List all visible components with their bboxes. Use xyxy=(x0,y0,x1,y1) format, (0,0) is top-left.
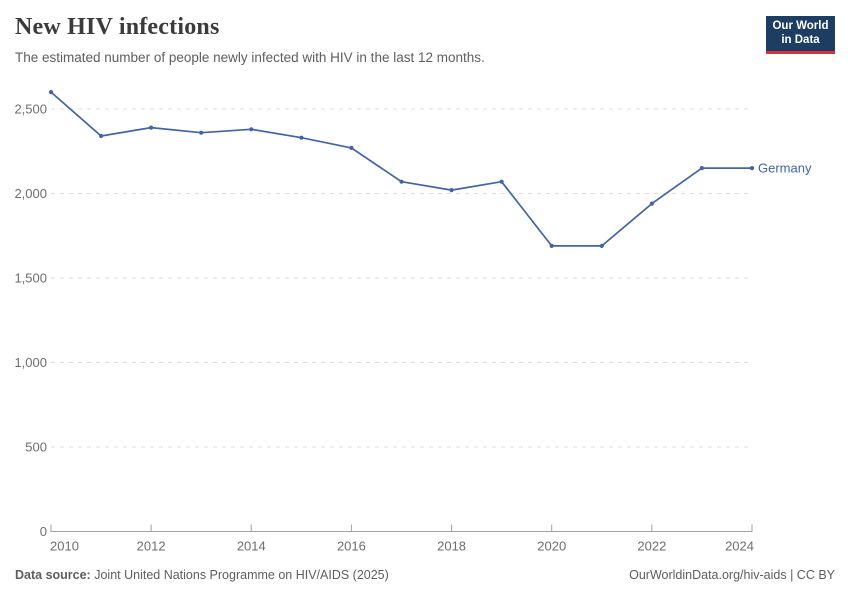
data-point-germany-2015[interactable] xyxy=(299,135,304,140)
series-line-germany[interactable] xyxy=(50,91,753,247)
x-tick-label-2014: 2014 xyxy=(237,539,266,554)
y-tick-label-1500: 1,500 xyxy=(14,271,47,286)
y-tick-label-1000: 1,000 xyxy=(14,355,47,370)
data-point-germany-2020[interactable] xyxy=(549,243,554,248)
data-source-label: Data source: xyxy=(15,568,91,582)
data-point-germany-2018[interactable] xyxy=(449,188,454,193)
data-source-text: Joint United Nations Programme on HIV/AI… xyxy=(94,568,389,582)
owid-logo-line1: Our World xyxy=(772,20,829,32)
data-point-germany-2024[interactable] xyxy=(749,166,755,171)
data-source: Data source: Joint United Nations Progra… xyxy=(15,568,389,582)
data-point-germany-2019[interactable] xyxy=(499,179,504,184)
x-tick-label-2020: 2020 xyxy=(537,539,566,554)
x-axis-line xyxy=(50,524,753,532)
x-tick-label-2016: 2016 xyxy=(337,539,366,554)
y-tick-label-500: 500 xyxy=(25,440,47,455)
data-point-germany-2014[interactable] xyxy=(249,127,254,132)
x-tick-label-2018: 2018 xyxy=(437,539,466,554)
chart-title: New HIV infections xyxy=(15,14,220,40)
data-point-germany-2010[interactable] xyxy=(48,90,54,95)
y-tick-label-0: 0 xyxy=(40,524,47,539)
data-point-germany-2013[interactable] xyxy=(199,130,204,135)
x-tick-label-2010: 2010 xyxy=(50,539,79,554)
x-tick-label-2022: 2022 xyxy=(637,539,666,554)
series-label-germany[interactable]: Germany xyxy=(758,161,812,176)
y-tick-label-2500: 2,500 xyxy=(14,102,47,117)
data-point-germany-2011[interactable] xyxy=(99,133,104,139)
attribution: OurWorldinData.org/hiv-aids | CC BY xyxy=(629,568,835,582)
data-point-germany-2023[interactable] xyxy=(699,166,705,171)
owid-logo-line2: in Data xyxy=(781,34,820,46)
x-tick-label-2024: 2024 xyxy=(725,539,754,554)
chart-footer: Data source: Joint United Nations Progra… xyxy=(15,568,835,582)
owid-logo[interactable]: Our World in Data xyxy=(766,16,835,54)
data-point-germany-2017[interactable] xyxy=(399,179,404,184)
chart-subtitle: The estimated number of people newly inf… xyxy=(15,50,485,65)
data-point-germany-2022[interactable] xyxy=(649,201,655,206)
data-point-germany-2016[interactable] xyxy=(349,145,354,150)
data-point-germany-2021[interactable] xyxy=(599,243,604,248)
data-point-germany-2012[interactable] xyxy=(149,125,154,130)
x-tick-label-2012: 2012 xyxy=(137,539,166,554)
y-tick-label-2000: 2,000 xyxy=(14,186,47,201)
chart-header: New HIV infections The estimated number … xyxy=(15,14,835,65)
